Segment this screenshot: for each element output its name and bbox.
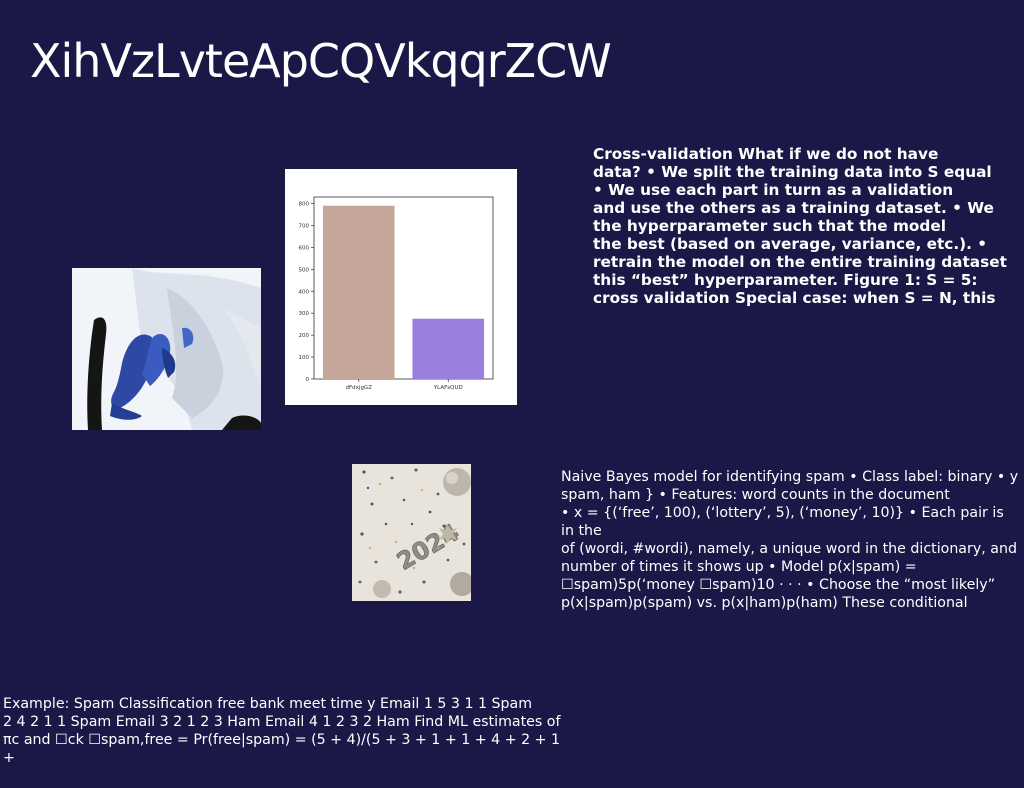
y-tick-label: 800	[299, 202, 310, 208]
y-tick-label: 100	[299, 355, 310, 361]
y-tick-label: 400	[299, 289, 310, 295]
y-tick-label: 600	[299, 245, 310, 251]
blue-figure-photo	[72, 268, 261, 430]
naive-bayes-text: Naive Bayes model for identifying spam •…	[561, 469, 1019, 611]
y-tick-label: 0	[306, 377, 310, 383]
bar-chart-svg: 0 100 200 300 400 500 600 700 800 dFdxjgGZ YLAFsQ…	[299, 196, 494, 391]
y-tick-label: 700	[299, 224, 310, 230]
slide-title: XihVzLvteApCQVkqqrZCW	[30, 34, 612, 88]
x-tick-label: dFdxjgGZ	[346, 385, 373, 391]
spam-example-text: Example: Spam Classification free bank m…	[3, 696, 561, 766]
bar-dFdxjgGZ	[322, 205, 395, 379]
x-axis: dFdxjgGZ YLAFsQUD	[346, 379, 463, 391]
y-tick-label: 300	[299, 311, 310, 317]
y-tick-label: 500	[299, 267, 310, 273]
y-axis: 0 100 200 300 400 500 600 700 800	[299, 202, 314, 383]
bar-chart: 0 100 200 300 400 500 600 700 800 dFdxjgGZ YLAFsQ…	[285, 169, 517, 405]
bar-series	[322, 205, 485, 379]
cross-validation-text: Cross-validation What if we do not have …	[593, 145, 1007, 307]
new-year-2024-photo: 2024	[352, 464, 471, 601]
y-tick-label: 200	[299, 333, 310, 339]
x-tick-label: YLAFsQUD	[433, 385, 463, 391]
bar-YLAFsQUD	[412, 318, 485, 379]
